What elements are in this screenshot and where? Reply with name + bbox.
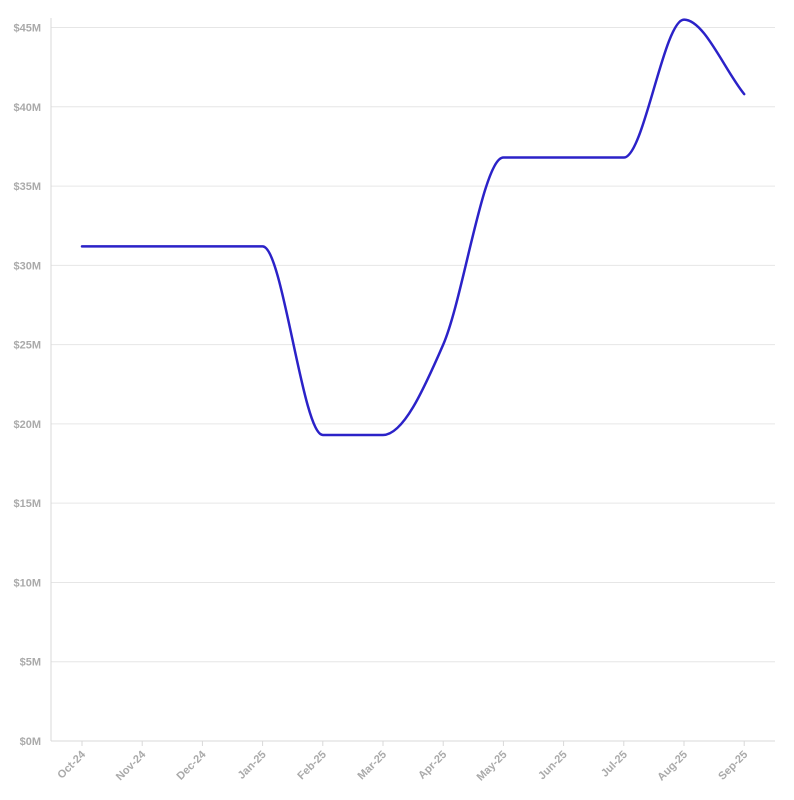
- series: [80, 18, 746, 437]
- y-tick-label: $10M: [13, 577, 41, 589]
- x-tick-label: Nov-24: [114, 748, 149, 783]
- x-tick-label: Oct-24: [55, 748, 88, 781]
- x-tick-label: Aug-25: [655, 749, 690, 784]
- y-tick-label: $35M: [13, 181, 41, 193]
- y-axis-ticks: $0M $5M $10M $15M $20M $25M $30M $35M $40M $45M: [13, 23, 41, 748]
- y-tick-label: $30M: [13, 260, 41, 272]
- x-tick-label: Feb-25: [295, 749, 329, 783]
- x-tick-label: Jun-25: [536, 749, 570, 783]
- axes: [50, 18, 775, 742]
- x-tick-label: Apr-25: [416, 749, 449, 782]
- y-tick-label: $0M: [20, 736, 41, 748]
- y-tick-label: $25M: [13, 340, 41, 352]
- series-line: [80, 18, 746, 437]
- y-tick-label: $20M: [13, 419, 41, 431]
- x-tick-label: Jul-25: [599, 749, 630, 780]
- x-tick-label: Jan-25: [236, 749, 269, 782]
- x-tick-label: May-25: [475, 749, 510, 784]
- y-tick-label: $5M: [20, 657, 41, 669]
- x-tick-label: Sep-25: [716, 749, 750, 783]
- x-axis-ticks: Oct-24 Nov-24 Dec-24 Jan-25 Feb-25 Mar-25 Apr-…: [55, 741, 750, 783]
- y-tick-label: $45M: [13, 23, 41, 35]
- y-tick-label: $15M: [13, 498, 41, 510]
- gridlines: [51, 27, 775, 663]
- x-tick-label: Mar-25: [356, 749, 390, 783]
- x-tick-label: Dec-24: [175, 748, 210, 783]
- y-tick-label: $40M: [13, 102, 41, 114]
